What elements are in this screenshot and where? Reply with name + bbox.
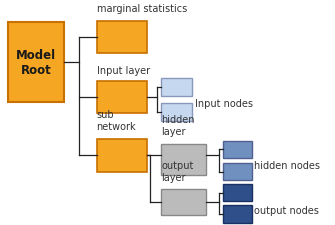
FancyBboxPatch shape (96, 140, 147, 172)
FancyBboxPatch shape (161, 104, 192, 121)
FancyBboxPatch shape (96, 81, 147, 113)
Text: sub
network: sub network (96, 110, 136, 131)
FancyBboxPatch shape (222, 205, 252, 223)
FancyBboxPatch shape (222, 141, 252, 159)
FancyBboxPatch shape (161, 144, 206, 175)
FancyBboxPatch shape (161, 189, 206, 215)
FancyBboxPatch shape (222, 163, 252, 181)
FancyBboxPatch shape (8, 23, 64, 102)
FancyBboxPatch shape (161, 79, 192, 97)
FancyBboxPatch shape (96, 22, 147, 54)
Text: hidden
layer: hidden layer (161, 115, 195, 137)
Text: Input layer: Input layer (96, 66, 150, 76)
Text: output
layer: output layer (161, 160, 194, 182)
Text: Input nodes: Input nodes (195, 98, 253, 108)
Text: hidden nodes: hidden nodes (254, 161, 320, 171)
Text: marginal statistics: marginal statistics (96, 4, 187, 13)
Text: Model
Root: Model Root (16, 49, 56, 76)
Text: output nodes: output nodes (254, 205, 319, 215)
FancyBboxPatch shape (222, 184, 252, 202)
